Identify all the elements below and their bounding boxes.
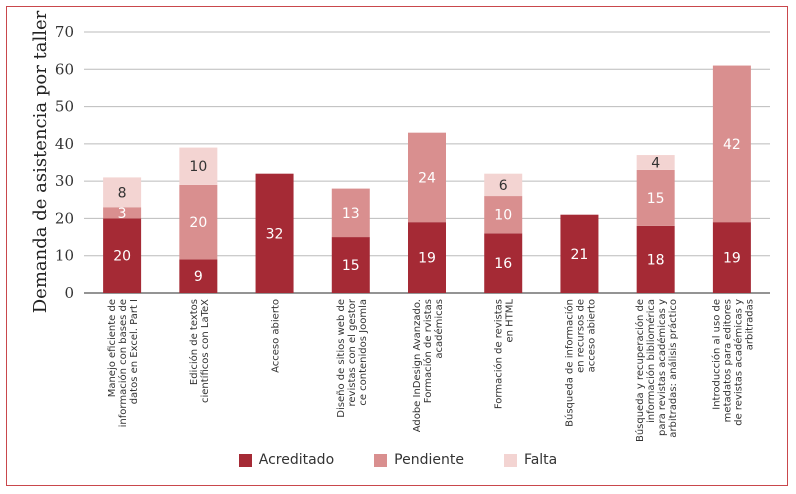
bar-segment-acreditado	[636, 225, 675, 293]
bar-segment-acreditado	[484, 233, 523, 293]
data-label: 15	[647, 191, 665, 207]
x-tick-label: Formación de revistas en HTML	[493, 299, 516, 410]
x-tick-label-line: Formación de revistas	[493, 299, 505, 409]
data-label: 16	[494, 256, 512, 272]
bar-segment-pendiente	[103, 207, 142, 219]
data-label: 3	[118, 206, 127, 222]
bar-segment-acreditado	[179, 259, 218, 293]
legend: Acreditado Pendiente Falta	[0, 448, 796, 472]
data-label: 10	[494, 208, 512, 224]
x-tick-label-line: Búsqueda y recuperación de	[634, 299, 646, 442]
value-labels-layer: 20 3 8 9 20 10 32 15 13 19 24 16 10 6 21 18 15 4 19 42	[113, 137, 741, 285]
x-tick-label-line: en recursos de	[575, 299, 586, 373]
bar-segment-falta	[179, 147, 218, 185]
data-label: 8	[118, 185, 127, 201]
x-tick-label-line: Edición de textos	[188, 299, 200, 385]
legend-item-pendiente: Pendiente	[374, 452, 464, 468]
legend-swatch	[238, 453, 252, 467]
data-label: 20	[113, 249, 131, 265]
bar-segment-falta	[484, 173, 523, 197]
x-tick-label-line: en HTML	[505, 299, 516, 343]
y-tick-label: 60	[55, 60, 74, 78]
x-tick-label: Introducción al uso de metadatos para edi…	[710, 299, 755, 426]
data-label: 6	[499, 178, 508, 194]
x-tick-label-line: Adobe InDesign Avanzado.	[412, 299, 423, 432]
x-tick-label: Acceso abierto	[271, 299, 282, 373]
x-tick-label: Diseño de sitios web de revistas con el g…	[336, 298, 369, 418]
bar-segment-acreditado	[408, 222, 446, 293]
x-tick-label-line: Diseño de sitios web de	[336, 299, 347, 418]
bar-segment-pendiente	[408, 132, 446, 223]
x-tick-label-line: Manejo eficiente de	[107, 299, 118, 397]
legend-swatch	[503, 453, 517, 467]
x-tick-label-line: Formación de rvistas	[422, 299, 434, 403]
bars-layer	[103, 65, 751, 293]
x-tick-label-line: Acceso abierto	[271, 299, 282, 373]
data-label: 21	[571, 247, 589, 263]
x-tick-label-line: ce contenidos Joomla	[358, 299, 369, 406]
legend-label: Pendiente	[394, 452, 464, 468]
bar-segment-falta	[636, 155, 675, 170]
legend-label: Acreditado	[258, 452, 335, 468]
data-label: 19	[418, 251, 436, 267]
bar-segment-pendiente	[636, 169, 675, 226]
x-tick-label-line: para revistas académicas y	[656, 299, 668, 436]
data-label: 19	[723, 251, 741, 267]
data-label: 18	[647, 252, 665, 268]
x-tick-label-line: científicos con LaTeX	[199, 299, 211, 403]
data-label: 13	[342, 206, 360, 222]
bar-segment-acreditado	[255, 173, 294, 293]
x-tick-label-line: arbitradas	[744, 299, 755, 350]
y-tick-label: 20	[55, 209, 74, 227]
x-tick-label-line: Búsqueda de información	[563, 299, 575, 427]
x-tick-label: Búsqueda y recuperación de información bi…	[634, 299, 679, 442]
x-tick-label-line: de revistas académicas y	[732, 299, 744, 426]
x-tick-label: Búsqueda de información en recursos de acc…	[563, 299, 597, 427]
x-tick-label-line: datos en Excel. Part I	[129, 299, 140, 404]
y-tick-label: 50	[55, 98, 74, 116]
y-tick-label: 0	[64, 284, 74, 302]
y-axis-label: Demanda de asistencia por taller	[30, 10, 51, 313]
data-label: 42	[723, 137, 741, 153]
bar-segment-acreditado	[712, 222, 751, 293]
x-tick-label-line: Introducción al uso de	[710, 299, 722, 410]
data-label: 10	[189, 159, 207, 175]
legend-item-acreditado: Acreditado	[238, 452, 335, 468]
legend-item-falta: Falta	[503, 452, 558, 468]
x-tick-label-line: académicas	[433, 299, 445, 359]
data-label: 24	[418, 170, 436, 186]
legend-swatch	[374, 453, 388, 467]
x-tick-label: Edición de textos científicos con LaTeX	[188, 299, 211, 403]
legend-label: Falta	[523, 452, 558, 468]
y-tick-label: 40	[55, 135, 74, 153]
bar-segment-acreditado	[103, 218, 142, 293]
bar-segment-acreditado	[560, 214, 599, 293]
y-tick-label: 70	[55, 23, 74, 41]
x-tick-label: Manejo eficiente de información con bases…	[107, 299, 140, 427]
bar-segment-pendiente	[484, 196, 523, 234]
x-tick-label-line: acceso abierto	[586, 299, 597, 372]
bar-segment-pendiente	[331, 188, 370, 238]
data-label: 9	[194, 269, 203, 285]
data-label: 20	[189, 215, 207, 231]
data-label: 15	[342, 258, 360, 274]
y-tick-label: 30	[55, 172, 74, 190]
bar-segment-acreditado	[331, 237, 370, 293]
y-tick-label: 10	[55, 247, 74, 265]
data-label: 32	[266, 226, 284, 242]
data-label: 4	[651, 156, 660, 172]
x-tick-label-line: revistas con el gestor	[347, 298, 358, 406]
x-tick-label-line: metadatos para editores	[722, 299, 733, 422]
x-tick-label-line: arbitradas: análisis práctico	[667, 299, 679, 438]
x-tick-label-line: información con bases de	[117, 299, 129, 427]
x-tick-label: Adobe InDesign Avanzado. Formación de rvi…	[412, 299, 445, 432]
bar-segment-falta	[103, 177, 142, 208]
bar-segment-pendiente	[179, 184, 218, 260]
x-tick-label-line: información bibliomérica	[645, 299, 657, 423]
bar-segment-pendiente	[712, 65, 751, 223]
